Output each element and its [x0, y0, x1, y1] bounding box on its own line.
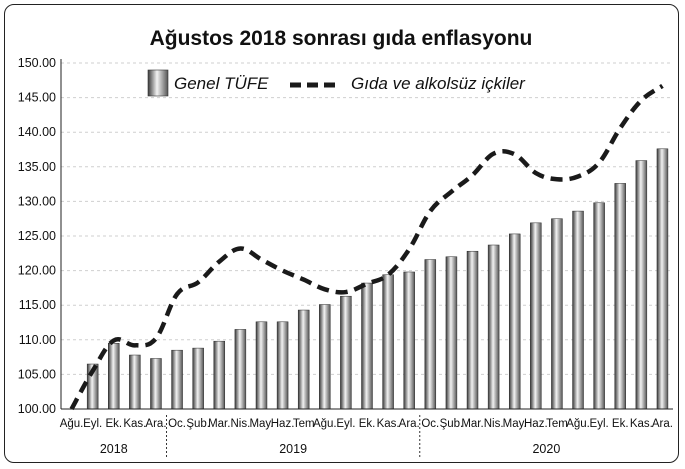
x-tick-label: Kas.: [123, 418, 146, 430]
x-tick-label: Haz.: [524, 418, 548, 430]
legend-label-line: Gıda ve alkolsüz içkiler: [351, 74, 526, 93]
bar: [319, 304, 331, 410]
bar: [276, 321, 289, 410]
x-tick-label: Ara.: [145, 418, 166, 430]
line-series-path: [69, 83, 664, 411]
x-tick-label: Şub.: [440, 418, 464, 430]
x-tick-label: Kas.: [630, 418, 653, 430]
y-tick-label: 130.00: [18, 194, 56, 208]
y-tick-label: 100.00: [18, 402, 56, 416]
x-tick-label: Ağu.: [566, 418, 590, 430]
bar-series: [86, 148, 669, 410]
x-tick-label: Eyl.: [83, 418, 102, 430]
y-tick-label: 135.00: [18, 160, 56, 174]
x-tick-label: May.: [503, 418, 527, 430]
bar: [635, 160, 648, 410]
y-tick-label: 105.00: [18, 367, 56, 381]
x-tick-label: Kas.: [377, 418, 400, 430]
bar: [297, 309, 310, 410]
bar: [403, 271, 415, 410]
bar: [340, 295, 352, 410]
bar: [445, 256, 458, 410]
x-tick-label: Ek.: [105, 418, 122, 430]
x-tick-label: Mar.: [461, 418, 483, 430]
legend: Genel TÜFE Gıda ve alkolsüz içkiler: [147, 69, 526, 97]
year-label: 2020: [532, 442, 560, 456]
x-tick-label: Tem: [546, 418, 568, 430]
y-tick-label: 110.00: [19, 333, 56, 347]
bar: [551, 218, 563, 410]
x-tick-label: Oc.: [168, 418, 186, 430]
y-axis: 100.00 105.00 110.00 115.00 120.00 125.00 130.…: [18, 56, 62, 416]
bar: [382, 274, 394, 410]
bar: [530, 222, 542, 410]
x-axis: Ağu. Eyl. Ek. Kas. Ara. Oc. Şub.Mar. Nis. May.Ha…: [60, 408, 673, 459]
x-tick-label: May.: [249, 418, 273, 430]
chart-frame: Ağustos 2018 sonrası gıda enflasyonu Gen…: [4, 4, 679, 463]
bar: [424, 259, 437, 410]
y-tick-label: 125.00: [18, 229, 56, 243]
chart-canvas: Ağustos 2018 sonrası gıda enflasyonu Gen…: [18, 27, 673, 459]
x-tick-label: Ara.: [399, 418, 420, 430]
x-tick-label: Nis.: [230, 418, 250, 430]
bar: [234, 329, 247, 410]
bar: [192, 347, 204, 410]
legend-label-bar: Genel TÜFE: [174, 74, 269, 93]
bar: [487, 244, 500, 410]
x-tick-label: Ek.: [359, 418, 376, 430]
x-tick-label: Ara.: [652, 418, 673, 430]
x-tick-label: Tem: [293, 418, 315, 430]
bar: [614, 183, 626, 410]
x-tick-label: Şub.: [186, 418, 210, 430]
year-label: 2019: [279, 442, 307, 456]
x-tick-label: Nis.: [484, 418, 504, 430]
bar: [361, 282, 373, 410]
x-tick-label: Haz.: [271, 418, 295, 430]
x-tick-label: Ek.: [612, 418, 629, 430]
chart-title: Ağustos 2018 sonrası gıda enflasyonu: [150, 27, 533, 50]
bar: [593, 202, 605, 410]
x-tick-label: Ağu.: [313, 418, 337, 430]
x-tick-label: Eyl.: [590, 418, 609, 430]
bar: [108, 343, 120, 410]
bar: [171, 349, 183, 410]
bar: [150, 358, 162, 410]
year-label: 2018: [100, 442, 128, 456]
x-tick-label: Ağu.: [60, 418, 84, 430]
x-tick-label: Oc.: [421, 418, 439, 430]
x-tick-label: Mar.: [208, 418, 230, 430]
bar: [129, 354, 141, 410]
legend-swatch-bar: [147, 69, 169, 97]
y-tick-label: 115.00: [19, 298, 56, 312]
x-tick-label: Eyl.: [336, 418, 355, 430]
bar: [508, 233, 521, 410]
y-tick-label: 150.00: [18, 56, 56, 70]
bar: [656, 148, 669, 410]
bar: [213, 340, 226, 410]
y-tick-label: 140.00: [18, 125, 56, 139]
gridlines: [61, 62, 673, 375]
bar: [255, 321, 268, 410]
bar: [572, 210, 584, 410]
y-tick-label: 120.00: [18, 264, 56, 278]
bar: [466, 250, 479, 410]
y-tick-label: 145.00: [18, 91, 56, 105]
line-series: [69, 83, 664, 411]
